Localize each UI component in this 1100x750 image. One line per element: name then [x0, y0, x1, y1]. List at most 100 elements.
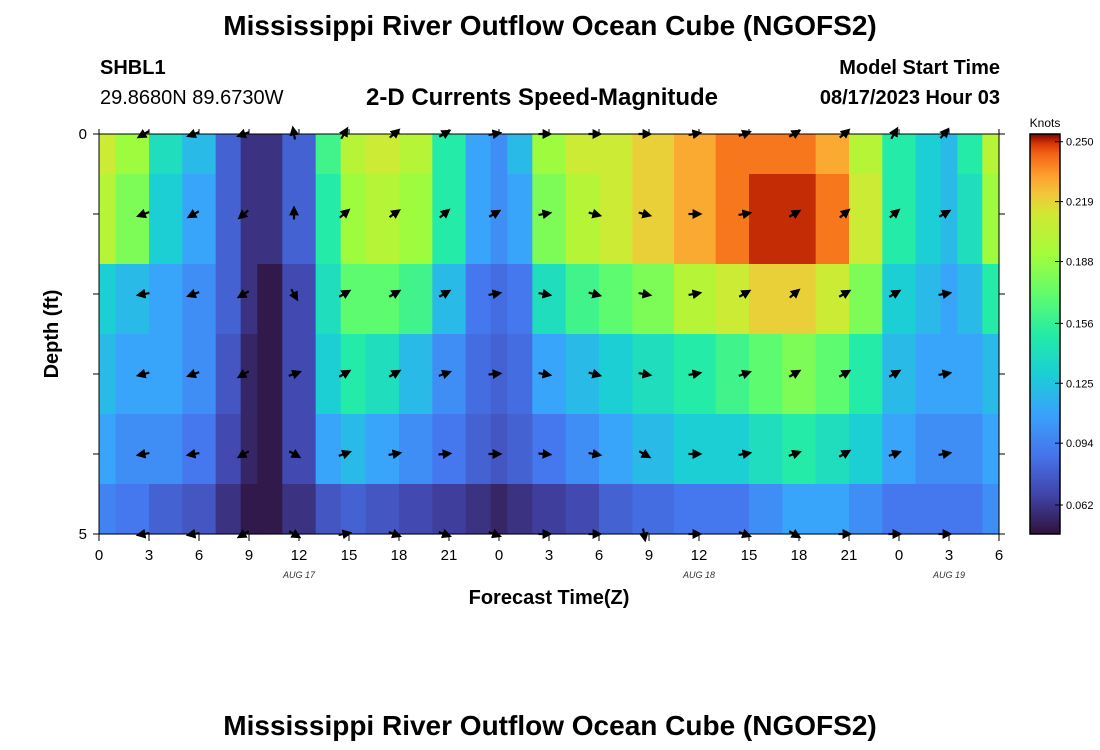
heatmap-cell — [782, 414, 817, 485]
x-tick-label: 0 — [95, 547, 103, 564]
heatmap-cell — [365, 414, 400, 485]
colorbar-tick-label: 0.250 — [1066, 137, 1094, 149]
heatmap-cell — [940, 214, 958, 265]
heatmap-cell — [282, 214, 317, 265]
heatmap-cell — [340, 134, 367, 175]
heatmap-cell — [182, 174, 217, 215]
heatmap-cell — [115, 134, 150, 175]
heatmap-cell — [599, 484, 633, 535]
heatmap-cell — [215, 264, 242, 335]
current-arrow — [738, 369, 752, 380]
x-tick-label: 3 — [545, 547, 553, 564]
colorbar-tick-label: 0.094 — [1066, 438, 1094, 450]
heatmap-cell — [882, 264, 917, 335]
heatmap-cell — [507, 174, 533, 215]
heatmap-cell — [399, 414, 433, 485]
heatmap-cell — [99, 134, 117, 175]
heatmap-cell — [149, 484, 183, 535]
speed-heatmap-chart: 0 3 6 9 12 15 18 21 0 3 6 9 12 15 18 21 0 3 6 AUG 17 AUG 18 A… — [41, 116, 1094, 609]
heatmap-cell — [282, 334, 317, 415]
heatmap-cell — [565, 484, 600, 535]
current-arrow — [186, 288, 200, 299]
current-arrow — [488, 369, 503, 380]
heatmap-cell — [315, 484, 342, 535]
page-title-repeat: Mississippi River Outflow Ocean Cube (NG… — [223, 710, 877, 741]
heatmap-cell — [257, 264, 283, 335]
heatmap-cell — [632, 264, 675, 335]
heatmap-cell — [182, 484, 217, 535]
heatmap-cell — [782, 484, 817, 535]
heatmap-cell — [507, 214, 533, 265]
x-tick-label: 18 — [791, 547, 808, 564]
heatmap-cell — [749, 264, 783, 335]
heatmap-cell — [957, 414, 983, 485]
heatmap-cell — [532, 414, 567, 485]
current-arrow — [538, 209, 553, 220]
heatmap-cell — [490, 484, 508, 535]
heatmap-cell — [632, 334, 675, 415]
current-arrow — [638, 368, 653, 379]
heatmap-cell — [915, 264, 942, 335]
current-arrow — [538, 448, 553, 459]
y-axis-title: Depth (ft) — [41, 290, 63, 379]
heatmap-cell — [315, 414, 342, 485]
heatmap-cell — [849, 174, 883, 215]
heatmap-cell — [99, 334, 117, 415]
current-arrow — [888, 369, 902, 380]
y-tick-label: 0 — [79, 126, 87, 143]
x-tick-label: 21 — [441, 547, 458, 564]
heatmap-cell — [490, 174, 508, 215]
x-tick-label: 0 — [495, 547, 503, 564]
heatmap-cells — [99, 134, 1000, 535]
heatmap-cell — [849, 264, 883, 335]
heatmap-cell — [782, 334, 817, 415]
heatmap-cell — [715, 214, 750, 265]
date-label: AUG 17 — [282, 570, 316, 580]
date-label: AUG 18 — [682, 570, 715, 580]
x-tick-label: 6 — [995, 547, 1003, 564]
current-arrow — [538, 368, 553, 379]
heatmap-cell — [365, 484, 400, 535]
heatmap-cell — [940, 264, 958, 335]
current-arrow — [135, 288, 150, 299]
heatmap-cell — [940, 134, 958, 175]
current-arrow — [789, 288, 801, 299]
current-arrow — [338, 449, 352, 460]
heatmap-cell — [282, 414, 317, 485]
current-arrow — [738, 209, 753, 220]
heatmap-cell — [815, 414, 850, 485]
heatmap-cell — [399, 484, 433, 535]
heatmap-cell — [599, 174, 633, 215]
x-tick-label: 3 — [945, 547, 953, 564]
heatmap-cell — [315, 134, 342, 175]
heatmap-cell — [182, 214, 217, 265]
heatmap-cell — [749, 414, 783, 485]
heatmap-cell — [982, 484, 1000, 535]
heatmap-cell — [399, 264, 433, 335]
colorbar-tick-label: 0.219 — [1066, 197, 1094, 209]
heatmap-cell — [940, 174, 958, 215]
heatmap-cell — [882, 134, 917, 175]
heatmap-cell — [99, 484, 117, 535]
heatmap-cell — [957, 214, 983, 265]
heatmap-cell — [882, 174, 917, 215]
heatmap-cell — [749, 174, 783, 215]
current-arrow — [838, 369, 852, 380]
heatmap-cell — [282, 134, 317, 175]
heatmap-cell — [257, 134, 283, 175]
current-arrow — [186, 368, 200, 379]
current-arrow — [838, 449, 852, 460]
heatmap-cell — [99, 414, 117, 485]
x-tick-label: 9 — [245, 547, 253, 564]
heatmap-cell — [365, 214, 400, 265]
heatmap-cell — [315, 174, 342, 215]
heatmap-cell — [399, 174, 433, 215]
current-arrow — [688, 369, 703, 380]
current-arrow — [388, 289, 402, 300]
heatmap-cell — [532, 484, 567, 535]
station-id: SHBL1 — [100, 57, 166, 79]
heatmap-cell — [215, 484, 242, 535]
heatmap-cell — [149, 334, 183, 415]
heatmap-cell — [782, 134, 817, 175]
colorbar-tick-label: 0.156 — [1066, 318, 1094, 330]
